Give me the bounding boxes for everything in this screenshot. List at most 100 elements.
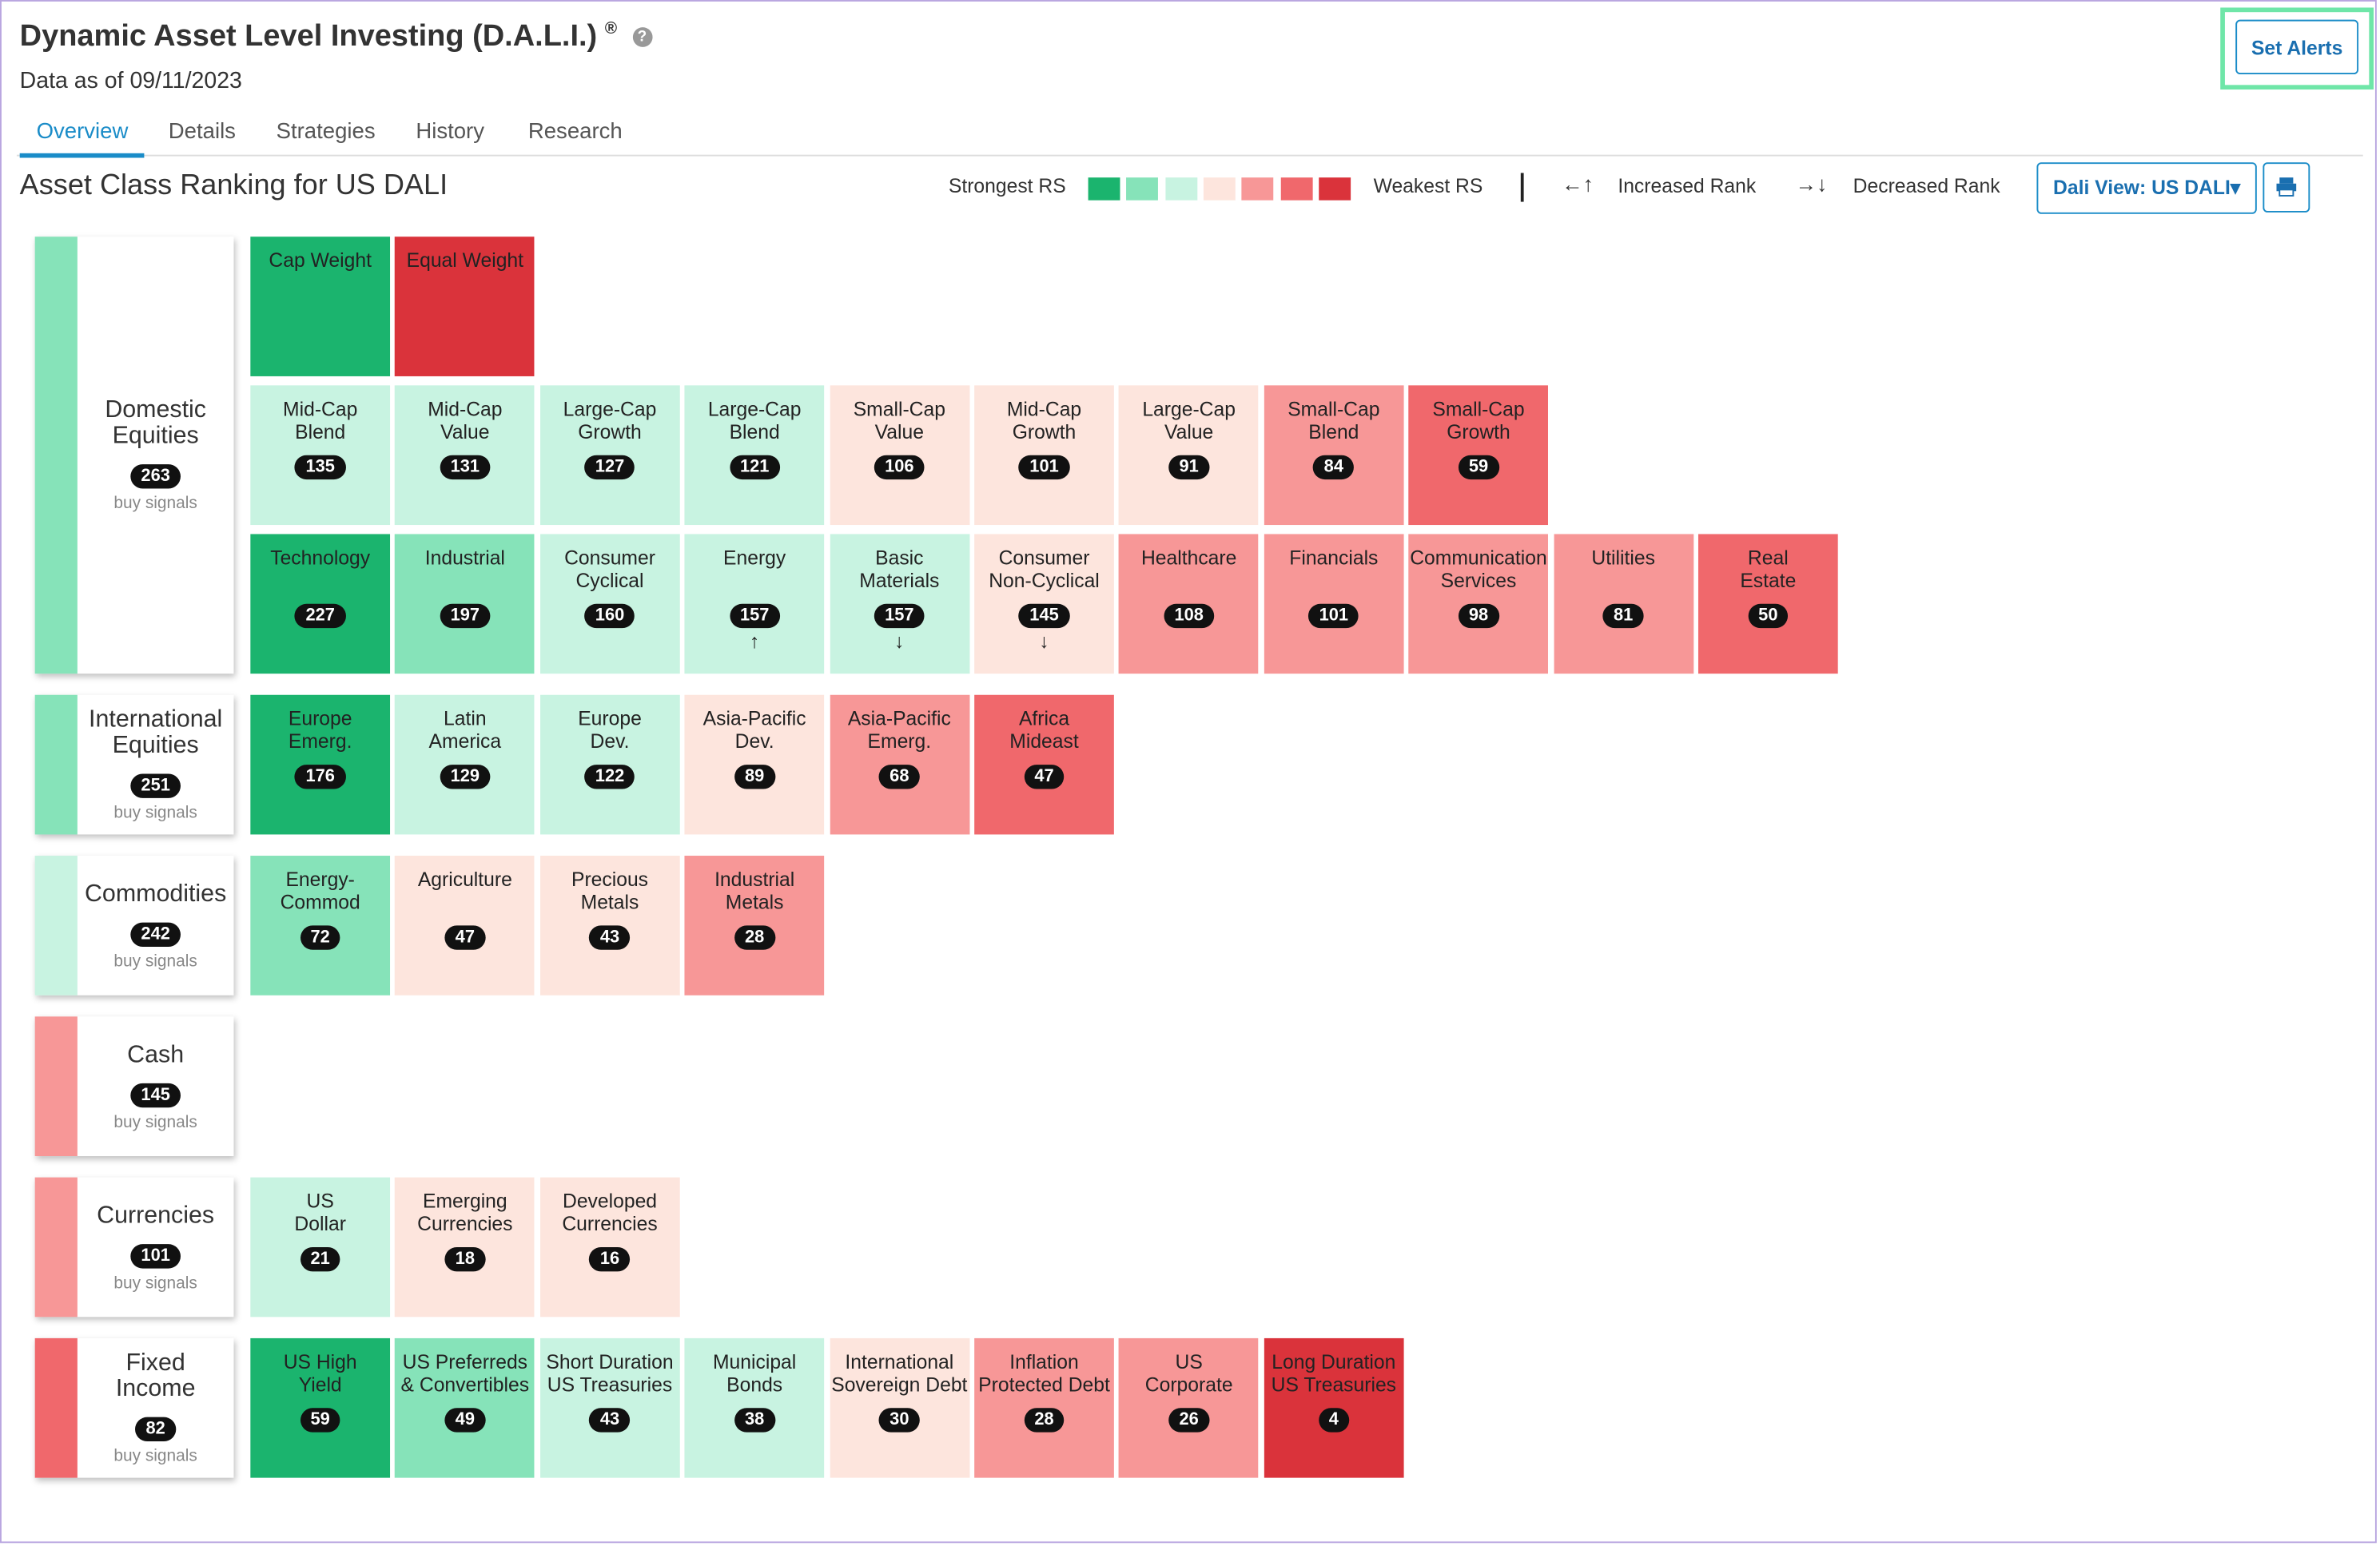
tile-value-wrap: 227 [250,601,390,629]
asset-tile[interactable]: Energy- Commod 72 [250,856,391,996]
asset-tile[interactable]: Long Duration US Treasuries 4 [1264,1337,1404,1478]
tile-label: Real Estate [1740,546,1797,591]
tab[interactable]: Strategies [276,120,376,145]
asset-tile[interactable]: Small-Cap Value 106 [829,385,969,526]
asset-tile[interactable]: Latin America 129 [395,694,535,835]
asset-tile[interactable]: Equal Weight [395,236,535,376]
asset-tile[interactable]: Europe Emerg. 176 [250,694,391,835]
group-info: International Equities 251 buy signals [78,695,234,835]
asset-tile[interactable]: Emerging Currencies 18 [395,1177,535,1317]
tile-value-wrap: 38 [685,1405,825,1433]
asset-tile[interactable]: Technology 227 [250,534,391,674]
legend-arrow: ←↑ [1562,171,1594,196]
asset-tile[interactable]: Industrial 197 [395,534,535,674]
legend-swatch [1318,177,1351,201]
tile-value-wrap: 108 [1119,601,1259,629]
asset-tile[interactable]: Mid-Cap Growth 101 [974,385,1114,526]
asset-tile[interactable]: Africa Mideast 47 [974,694,1114,835]
legend-swatch [1088,177,1120,201]
tab[interactable]: Overview [19,120,145,158]
asset-tile[interactable]: US Corporate 26 [1119,1337,1260,1478]
tile-value: 176 [295,765,346,789]
asset-tile[interactable]: Europe Dev. 122 [539,694,680,835]
tile-value-wrap: 160 [540,601,680,629]
group-box: Cash 145 buy signals [34,1016,234,1157]
asset-tile[interactable]: Financials 101 [1264,534,1404,674]
group-signals: buy signals [113,1112,197,1131]
help-icon[interactable]: ? [632,27,652,48]
asset-tile[interactable]: Consumer Cyclical 160 [539,534,680,674]
group-signals: buy signals [113,804,197,823]
tile-value: 227 [295,603,346,629]
asset-tile[interactable]: US Preferreds & Convertibles 49 [395,1337,535,1478]
tile-label: US Dollar [294,1189,346,1234]
tab-divider [16,154,2363,157]
tile-value-wrap: 89 [685,761,825,789]
asset-tile[interactable]: Large-Cap Growth 127 [539,385,680,526]
asset-tile[interactable]: Mid-Cap Value 131 [395,385,535,526]
group-count-wrap: 242 [130,919,181,947]
asset-tile[interactable]: Consumer Non-Cyclical 145 ↓ [974,534,1114,674]
asset-tile[interactable]: Healthcare 108 [1119,534,1260,674]
group-name: Domestic Equities [105,397,206,450]
asset-tile[interactable]: Industrial Metals 28 [684,856,825,996]
group-count-wrap: 82 [135,1414,177,1442]
asset-tile[interactable]: Small-Cap Blend 84 [1264,385,1404,526]
asset-tile[interactable]: Municipal Bonds 38 [684,1337,825,1478]
tile-value-wrap: 122 [540,761,680,789]
asset-tile[interactable]: Asia-Pacific Dev. 89 [684,694,825,835]
dali-view-dropdown[interactable]: Dali View: US DALI▾ [2036,162,2257,214]
tile-value: 160 [584,603,635,629]
tile-value-wrap: 101 [974,452,1114,480]
tile-label: Short Duration US Treasuries [546,1350,674,1396]
asset-tile[interactable]: US Dollar 21 [250,1177,391,1317]
print-button[interactable] [2263,162,2310,213]
tile-value: 50 [1747,603,1789,629]
tile-value: 106 [874,455,925,480]
tile-value: 101 [1308,603,1359,629]
group-info: Commodities 242 buy signals [78,856,234,996]
asset-tile[interactable]: Basic Materials 157 ↓ [829,534,969,674]
asset-tile[interactable]: Small-Cap Growth 59 [1408,385,1549,526]
registered-mark: ® [604,19,618,38]
tile-value-wrap: 4 [1264,1405,1403,1433]
asset-tile[interactable]: Short Duration US Treasuries 43 [539,1337,680,1478]
group-signals: buy signals [113,1274,197,1292]
asset-tile[interactable]: Developed Currencies 16 [539,1177,680,1317]
group-name: Commodities [84,880,227,907]
asset-tile[interactable]: Asia-Pacific Emerg. 68 [829,694,969,835]
tile-value: 145 [1019,603,1070,629]
group-info: Currencies 101 buy signals [78,1178,234,1317]
tile-label: US Corporate [1144,1350,1233,1396]
tile-value: 28 [734,925,775,950]
tile-label: Cap Weight [269,248,372,272]
asset-tile[interactable]: Large-Cap Blend 121 [684,385,825,526]
asset-tile[interactable]: Real Estate 50 [1697,534,1838,674]
tab[interactable]: History [416,120,485,145]
tile-value: 108 [1164,603,1215,629]
asset-tile[interactable]: Energy 157 ↑ [684,534,825,674]
group-info: Fixed Income 82 buy signals [78,1338,234,1478]
tile-value-wrap: 157 [685,601,825,629]
set-alerts-button[interactable]: Set Alerts [2235,19,2359,75]
tile-label: Emerging Currencies [417,1189,513,1234]
asset-tile[interactable]: Cap Weight [250,236,391,376]
tab[interactable]: Details [168,120,236,145]
tile-value-wrap: 129 [395,761,535,789]
asset-tile[interactable]: US High Yield 59 [250,1337,391,1478]
tile-value: 121 [729,455,780,480]
asset-tile[interactable]: Inflation Protected Debt 28 [974,1337,1114,1478]
asset-tile[interactable]: Mid-Cap Blend 135 [250,385,391,526]
tab[interactable]: Research [527,120,623,145]
asset-tile[interactable]: International Sovereign Debt 30 [829,1337,969,1478]
group-box: Commodities 242 buy signals [34,856,234,996]
asset-tile[interactable]: Utilities 81 [1553,534,1693,674]
asset-tile[interactable]: Precious Metals 43 [539,856,680,996]
tile-value: 21 [300,1246,341,1272]
tile-label: Large-Cap Growth [563,397,657,443]
asset-tile[interactable]: Large-Cap Value 91 [1119,385,1260,526]
asset-tile[interactable]: Communication Services 98 [1408,534,1549,674]
tile-label: Developed Currencies [562,1189,658,1234]
tile-value-wrap: 50 [1698,601,1838,629]
asset-tile[interactable]: Agriculture 47 [395,856,535,996]
